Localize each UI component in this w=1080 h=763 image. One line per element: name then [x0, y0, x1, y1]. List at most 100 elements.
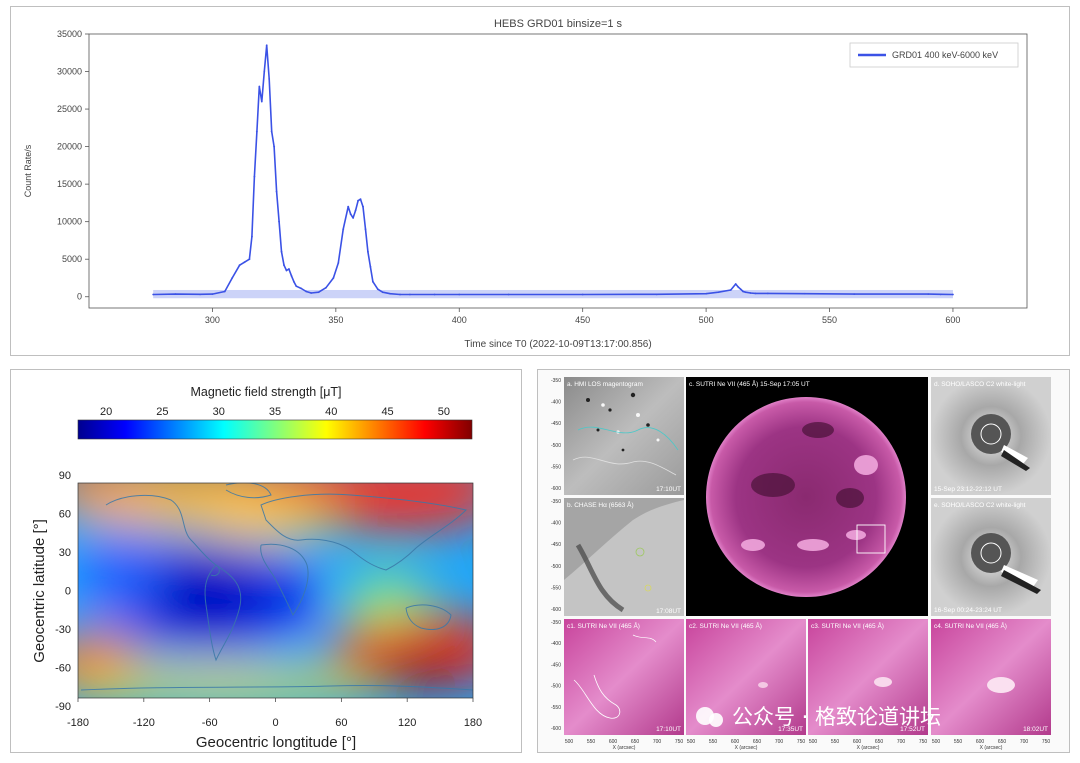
- data-point: [803, 292, 806, 295]
- x-tick-label: 300: [205, 315, 220, 325]
- colorbar-tick-label: 40: [325, 406, 337, 418]
- map-y-tick-label: 30: [59, 547, 71, 559]
- panel-a-time: 17:10UT: [656, 486, 681, 493]
- colorbar-tick-label: 20: [100, 406, 112, 418]
- panel-b-time: 17:08UT: [656, 608, 681, 615]
- colorbar-tick-label: 25: [156, 406, 168, 418]
- data-point: [369, 265, 372, 268]
- data-point: [273, 145, 276, 148]
- plot-frame: [88, 33, 1028, 309]
- data-point: [581, 293, 584, 296]
- solar-observation-panel: -350 -400 -450 -500 -550 -600 -350 -400 -450 -500…: [537, 369, 1070, 753]
- field-heatmap: [78, 483, 473, 698]
- series-group: [152, 44, 954, 299]
- panel-d-label: d. SOHO/LASCO C2 white-light: [934, 381, 1026, 388]
- solar-y-tick-label: -350: [551, 620, 561, 626]
- solar-x-tick-label: 750: [1042, 739, 1051, 745]
- solar-y-tick-label: -500: [551, 684, 561, 690]
- data-point: [389, 292, 392, 295]
- solar-y-tick-label: -550: [551, 585, 561, 591]
- panel-d-time: 15-Sep 23:12-22:12 UT: [934, 486, 1002, 493]
- data-point: [433, 293, 436, 296]
- data-point: [705, 292, 708, 295]
- solar-figure: -350 -400 -450 -500 -550 -600 -350 -400 -450 -500…: [551, 377, 1051, 751]
- y-tick-label: 15000: [57, 179, 82, 189]
- data-point: [248, 258, 251, 261]
- data-point: [231, 277, 234, 279]
- data-point: [744, 291, 747, 294]
- panel-e-lasco: e. SOHO/LASCO C2 white-light 16-Sep 00:2…: [931, 498, 1051, 616]
- solar-x-tick-label: 500: [932, 739, 941, 745]
- data-point: [305, 290, 308, 293]
- map-axis-ticks: -180 -120 -60 0 60 120 180 90 60 30 0 -30 -60 -90: [55, 470, 482, 729]
- solar-x-tick-label: 600: [976, 739, 985, 745]
- data-point: [737, 286, 740, 288]
- solar-y-tick-label: -400: [551, 521, 561, 527]
- data-point: [349, 213, 352, 216]
- data-point: [174, 293, 177, 296]
- data-point: [211, 293, 214, 296]
- solar-x-tick-label: 550: [831, 739, 840, 745]
- y-tick-label: 5000: [62, 254, 82, 264]
- solar-x-tick-label: 600: [853, 739, 862, 745]
- solar-x-tick-label: 750: [797, 739, 806, 745]
- solar-x-tick-label: 750: [919, 739, 928, 745]
- y-tick-label: 35000: [57, 29, 82, 39]
- data-point: [729, 289, 732, 291]
- map-y-tick-label: -60: [55, 663, 71, 675]
- map-x-tick-label: 0: [272, 717, 278, 729]
- y-tick-label: 10000: [57, 217, 82, 227]
- zoom-box: [856, 524, 886, 554]
- map-x-tick-label: -180: [67, 717, 89, 729]
- legend-label: GRD01 400 keV-6000 keV: [892, 50, 998, 60]
- data-point: [337, 262, 340, 264]
- y-axis-label: Count Rate/s: [23, 144, 33, 197]
- colorbar-title: Magnetic field strength [μT]: [190, 385, 341, 399]
- data-point: [270, 130, 273, 133]
- panel-c2-time: 17:35UT: [778, 726, 803, 733]
- data-point: [238, 264, 241, 267]
- data-point: [325, 286, 327, 289]
- data-point: [255, 130, 258, 133]
- data-point: [376, 288, 379, 291]
- solar-x-tick-label: 500: [809, 739, 818, 745]
- data-point: [357, 199, 359, 202]
- panel-c4: c4. SUTRI Ne VII (465 Å) 18:02UT: [931, 619, 1051, 735]
- data-point: [317, 291, 320, 294]
- data-point: [292, 280, 295, 283]
- solar-x-tick-label: 700: [775, 739, 784, 745]
- solar-x-tick-label: 750: [675, 739, 684, 745]
- y-tick-label: 30000: [57, 67, 82, 77]
- data-point: [290, 274, 293, 277]
- solar-x-tick-label: 650: [753, 739, 762, 745]
- data-point: [655, 293, 658, 296]
- data-point: [268, 78, 271, 80]
- colorbar: [77, 419, 473, 440]
- panel-d-lasco: d. SOHO/LASCO C2 white-light 15-Sep 23:1…: [931, 377, 1051, 495]
- data-point: [342, 228, 345, 231]
- x-tick-label: 550: [822, 315, 837, 325]
- map-x-tick-label: 120: [398, 717, 416, 729]
- panel-a-label: a. HMI LOS magentogram: [567, 381, 643, 388]
- solar-y-tick-label: -550: [551, 464, 561, 470]
- data-point: [251, 235, 253, 238]
- light-curve-panel: HEBS GRD01 binsize=1 s Time since T0 (20…: [10, 6, 1070, 356]
- panel-c3: c3. SUTRI Ne VII (465 Å) 17:52UT: [808, 619, 928, 735]
- data-point: [223, 290, 226, 293]
- colorbar-tick-label: 45: [381, 406, 393, 418]
- colorbar-tick-label: 30: [213, 406, 225, 418]
- data-point: [243, 261, 246, 264]
- panel-b-label: b. CHASE Hα (6563 Å): [567, 500, 634, 509]
- map-x-axis-label: Geocentric longtitude [°]: [196, 734, 356, 751]
- data-point: [253, 175, 256, 178]
- x-tick-label: 400: [452, 315, 467, 325]
- data-point: [853, 293, 856, 296]
- data-point: [952, 293, 954, 296]
- magnetic-field-map: Magnetic field strength [μT] 20 25 30 35 40 4…: [31, 385, 482, 751]
- solar-y-tick-label: -500: [551, 564, 561, 570]
- solar-x-tick-label: 700: [897, 739, 906, 745]
- solar-x-unit: X (arcsec): [735, 745, 758, 751]
- data-point: [408, 293, 411, 296]
- map-x-tick-label: 60: [335, 717, 347, 729]
- x-tick-label: 500: [699, 315, 714, 325]
